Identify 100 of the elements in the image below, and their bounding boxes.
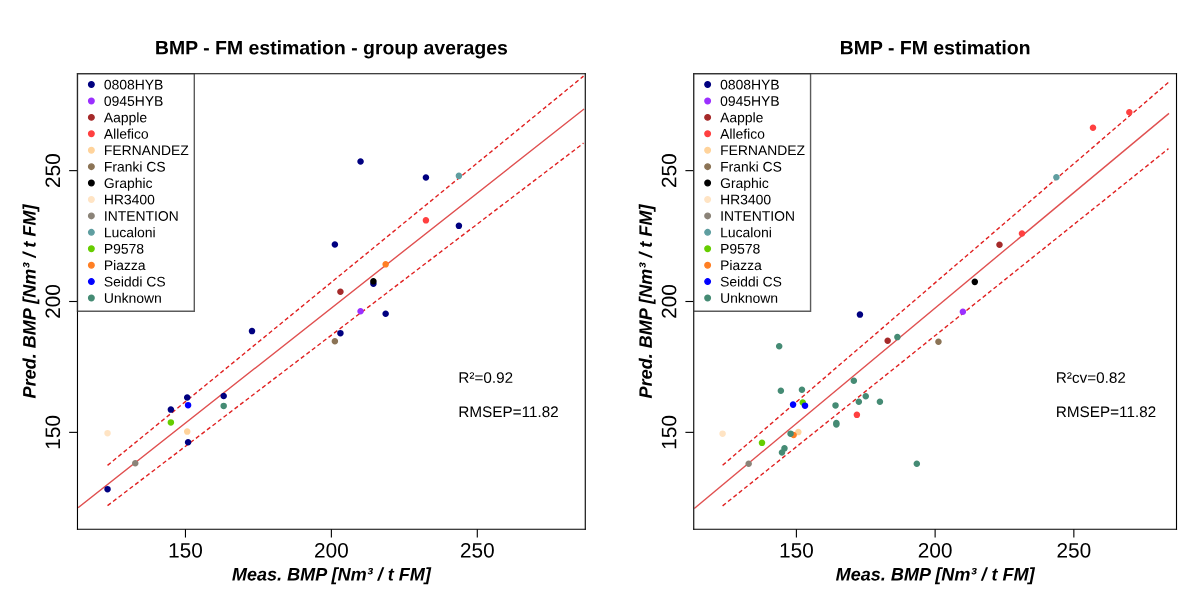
annotation: R²cv=0.82	[1057, 372, 1126, 384]
point	[1126, 109, 1133, 116]
x-axis-title: Meas. BMP [Nm³ / t FM]	[232, 567, 432, 585]
chart-title: BMP - FM estimation	[841, 40, 1030, 55]
y-tick-label: 250	[45, 154, 61, 187]
legend-label: Piazza	[721, 259, 762, 271]
y-tick-label: 200	[45, 284, 61, 318]
y-tick-label: 250	[661, 154, 677, 187]
x-tick-label: 150	[780, 542, 813, 558]
legend-label: FERNANDEZ	[105, 145, 189, 156]
legend-label: Graphic	[720, 177, 769, 191]
legend-label: Piazza	[105, 259, 146, 271]
point	[1089, 124, 1097, 131]
point	[104, 485, 111, 493]
point	[422, 217, 430, 224]
point	[798, 386, 806, 393]
point	[1018, 230, 1026, 237]
point	[959, 308, 967, 315]
point	[183, 394, 191, 401]
y-tick-label: 200	[661, 284, 677, 318]
point	[331, 241, 339, 248]
point	[894, 333, 901, 341]
x-tick-label: 150	[169, 542, 203, 558]
legend-label: HR3400	[105, 194, 155, 205]
legend-label: Lucaloni	[721, 227, 771, 238]
legend-label: INTENTION	[721, 211, 794, 221]
point	[220, 392, 227, 400]
point	[778, 449, 786, 456]
legend-label: Seiddi CS	[104, 276, 165, 287]
legend-label: Graphic	[104, 177, 153, 191]
legend-label: INTENTION	[105, 211, 178, 221]
point	[455, 172, 463, 180]
legend-label: FERNANDEZ	[721, 145, 805, 156]
point	[220, 402, 227, 410]
legend-label: 0945HYB	[720, 96, 779, 106]
x-axis-title: Meas. BMP [Nm³ / t FM]	[835, 567, 1036, 585]
point	[719, 430, 726, 437]
legend-label: P9578	[105, 243, 144, 254]
point	[832, 402, 839, 409]
legend-label: Seiddi CS	[720, 276, 782, 287]
chart-title: BMP - FM estimation - group averages	[156, 40, 508, 59]
legend-label: Franki CS	[105, 161, 165, 172]
y-tick-label: 150	[45, 415, 61, 449]
point	[132, 459, 139, 467]
legend-label: Allefico	[103, 128, 149, 139]
legend-label: Lucaloni	[105, 227, 155, 238]
point	[856, 311, 864, 318]
point	[884, 337, 891, 345]
x-tick-label: 250	[1057, 542, 1091, 558]
y-axis-title: Pred. BMP [Nm³ / t FM]	[638, 204, 656, 399]
point	[382, 310, 389, 318]
point	[183, 428, 191, 435]
point	[876, 398, 884, 405]
x-tick-label: 200	[315, 542, 348, 558]
y-tick-label: 150	[661, 415, 677, 449]
x-tick-label: 200	[918, 542, 952, 558]
point	[248, 327, 256, 335]
point	[455, 222, 463, 230]
legend-label: Unknown	[721, 292, 778, 304]
legend-label: Allefico	[720, 128, 765, 139]
point	[777, 387, 785, 395]
point	[996, 241, 1003, 248]
point	[167, 419, 175, 426]
point	[184, 401, 192, 409]
point	[758, 439, 766, 447]
point	[357, 158, 364, 165]
point	[1053, 173, 1060, 181]
legend-label: Unknown	[104, 292, 161, 304]
legend-label: Aapple	[720, 112, 763, 126]
point	[337, 288, 344, 296]
point	[971, 278, 979, 286]
annotation: RMSEP=11.82	[459, 406, 558, 418]
point	[357, 307, 364, 315]
legend-label: HR3400	[721, 194, 771, 205]
legend-label: Aapple	[103, 112, 147, 126]
point	[745, 460, 752, 468]
point	[850, 377, 858, 385]
legend-label: 0808HYB	[104, 79, 163, 90]
point	[862, 392, 870, 400]
point	[853, 411, 861, 419]
legend-label: P9578	[721, 243, 760, 254]
point	[855, 398, 863, 405]
point	[935, 338, 942, 346]
x-tick-label: 250	[460, 542, 494, 558]
legend-label: Franki CS	[721, 161, 782, 172]
point	[337, 329, 344, 337]
legend-label: 0945HYB	[104, 96, 163, 106]
legend-label: 0808HYB	[720, 79, 779, 90]
point	[331, 338, 339, 345]
point	[913, 460, 921, 468]
point	[184, 439, 192, 446]
point	[775, 343, 783, 350]
point	[422, 174, 430, 181]
point	[789, 401, 797, 408]
point	[167, 406, 175, 413]
annotation: R²=0.92	[459, 372, 513, 384]
y-axis-title: Pred. BMP [Nm³ / t FM]	[22, 204, 40, 399]
point	[104, 429, 111, 437]
point	[382, 261, 389, 268]
annotation: RMSEP=11.82	[1057, 406, 1156, 418]
